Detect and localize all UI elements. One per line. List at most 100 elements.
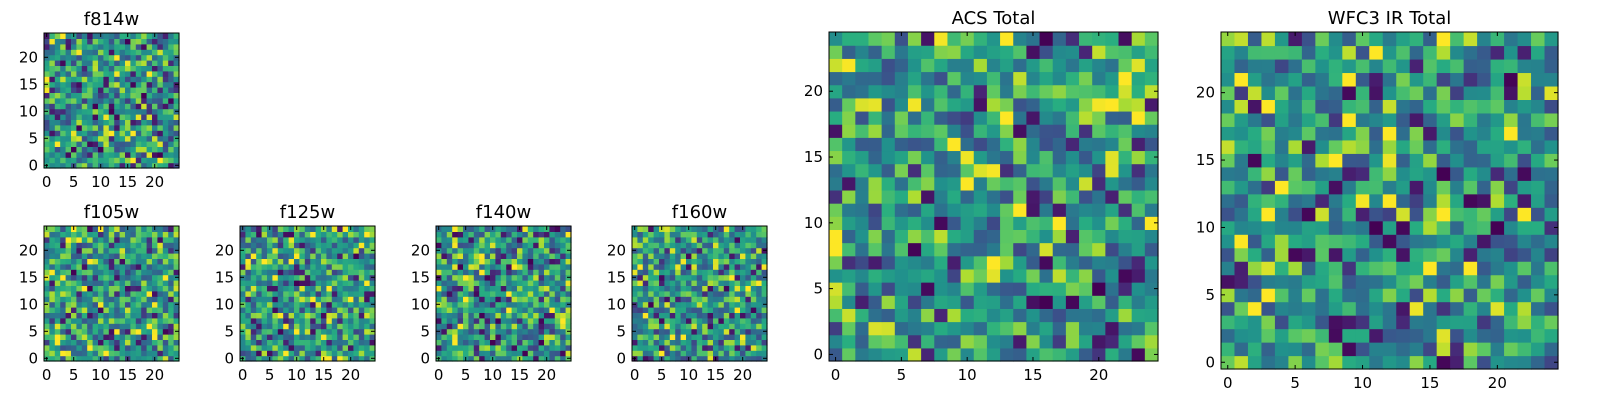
heatmap-cell (152, 307, 158, 313)
heatmap-cell (1288, 112, 1303, 127)
heatmap-cell (1477, 180, 1492, 195)
heatmap-cell (686, 242, 692, 249)
heatmap-cell (1436, 288, 1451, 303)
heatmap-cell (240, 242, 246, 249)
heatmap-cell (44, 280, 50, 286)
heatmap-cell (565, 296, 572, 303)
heatmap-cell (146, 226, 153, 232)
heatmap-cell (65, 87, 72, 93)
heatmap-cell (463, 263, 469, 270)
heatmap-cell (54, 290, 61, 297)
heatmap-cell (549, 258, 556, 265)
heatmap-cell (718, 236, 725, 243)
heatmap-cell (1000, 282, 1014, 296)
heatmap-cell (135, 242, 142, 249)
heatmap-cell (1409, 166, 1424, 181)
heatmap-cell (76, 130, 83, 137)
heatmap-cell (135, 54, 142, 61)
heatmap-cell (1079, 124, 1093, 138)
heatmap-cell (146, 151, 153, 158)
heatmap-cell (364, 334, 371, 340)
heatmap-cell (173, 151, 180, 158)
heatmap-cell (1342, 220, 1357, 235)
heatmap-cell (272, 269, 279, 276)
heatmap-cell (829, 308, 843, 323)
heatmap-cell (1382, 166, 1397, 181)
heatmap-cell (1288, 234, 1303, 249)
heatmap-cell (1039, 84, 1054, 99)
heatmap-cell (44, 269, 50, 276)
heatmap-cell (342, 290, 349, 297)
heatmap-cell (1382, 72, 1397, 87)
heatmap-cell (829, 242, 843, 257)
heatmap-cell (479, 258, 486, 265)
heatmap-cell (130, 54, 137, 61)
heatmap-cell (1079, 84, 1093, 99)
heatmap-cell (321, 236, 327, 243)
heatmap-cell (960, 334, 975, 349)
heatmap-cell (54, 119, 61, 126)
heatmap-cell (1544, 193, 1559, 208)
heatmap-cell (723, 226, 730, 232)
heatmap-cell (135, 290, 142, 297)
heatmap-cell (538, 247, 545, 254)
heatmap-cell (98, 350, 104, 357)
heatmap-cell (511, 263, 518, 270)
heatmap-cell (326, 285, 333, 292)
heatmap-cell (473, 263, 480, 270)
heatmap-cell (1274, 234, 1289, 249)
heatmap-cell (1144, 110, 1159, 125)
heatmap-cell (65, 301, 72, 308)
heatmap-cell (894, 97, 909, 112)
heatmap-cell (168, 130, 175, 137)
heatmap-cell (729, 290, 736, 297)
heatmap-cell (702, 296, 709, 303)
heatmap-cell (87, 242, 94, 249)
heatmap-cell (707, 226, 714, 232)
heatmap-cell (511, 344, 518, 351)
heatmap-cell (54, 247, 61, 254)
heatmap-cell (81, 33, 88, 39)
heatmap-cell (173, 263, 180, 270)
heatmap-cell (168, 54, 175, 61)
heatmap-cell (1013, 137, 1027, 152)
heatmap-cell (87, 323, 94, 330)
heatmap-cell (707, 274, 714, 281)
heatmap-cell (1000, 189, 1014, 204)
heatmap-cell (1026, 308, 1041, 323)
heatmap-cell (1369, 99, 1384, 114)
heatmap-cell (1544, 247, 1559, 262)
heatmap-cell (1490, 342, 1505, 357)
heatmap-cell (310, 290, 317, 297)
heatmap-cell (162, 135, 169, 142)
heatmap-cell (49, 236, 56, 243)
heatmap-cell (554, 231, 561, 238)
heatmap-cell (659, 312, 665, 319)
heatmap-cell (565, 290, 572, 297)
heatmap-cell (1039, 124, 1054, 138)
heatmap-cell (560, 355, 567, 362)
heatmap-cell (637, 226, 644, 232)
heatmap-cell (707, 350, 714, 357)
heatmap-cell (1131, 97, 1146, 112)
heatmap-cell (364, 274, 371, 281)
heatmap-cell (369, 280, 376, 286)
heatmap-cell (1261, 234, 1276, 249)
heatmap-cell (960, 110, 975, 125)
heatmap-cell (1131, 229, 1146, 244)
heatmap-cell (750, 328, 757, 335)
heatmap-cell (283, 296, 290, 303)
heatmap-cell (108, 119, 115, 126)
heatmap-cell (114, 328, 121, 335)
heatmap-cell (114, 114, 121, 120)
heatmap-cell (277, 339, 284, 346)
heatmap-cell (1065, 268, 1080, 283)
heatmap-cell (49, 269, 56, 276)
heatmap-cell (44, 312, 50, 319)
heatmap-cell (560, 334, 567, 340)
heatmap-cell (675, 280, 682, 286)
heatmap-cell (364, 312, 371, 319)
heatmap-cell (1221, 247, 1236, 262)
heatmap-cell (664, 258, 671, 265)
heatmap-cell (723, 290, 730, 297)
